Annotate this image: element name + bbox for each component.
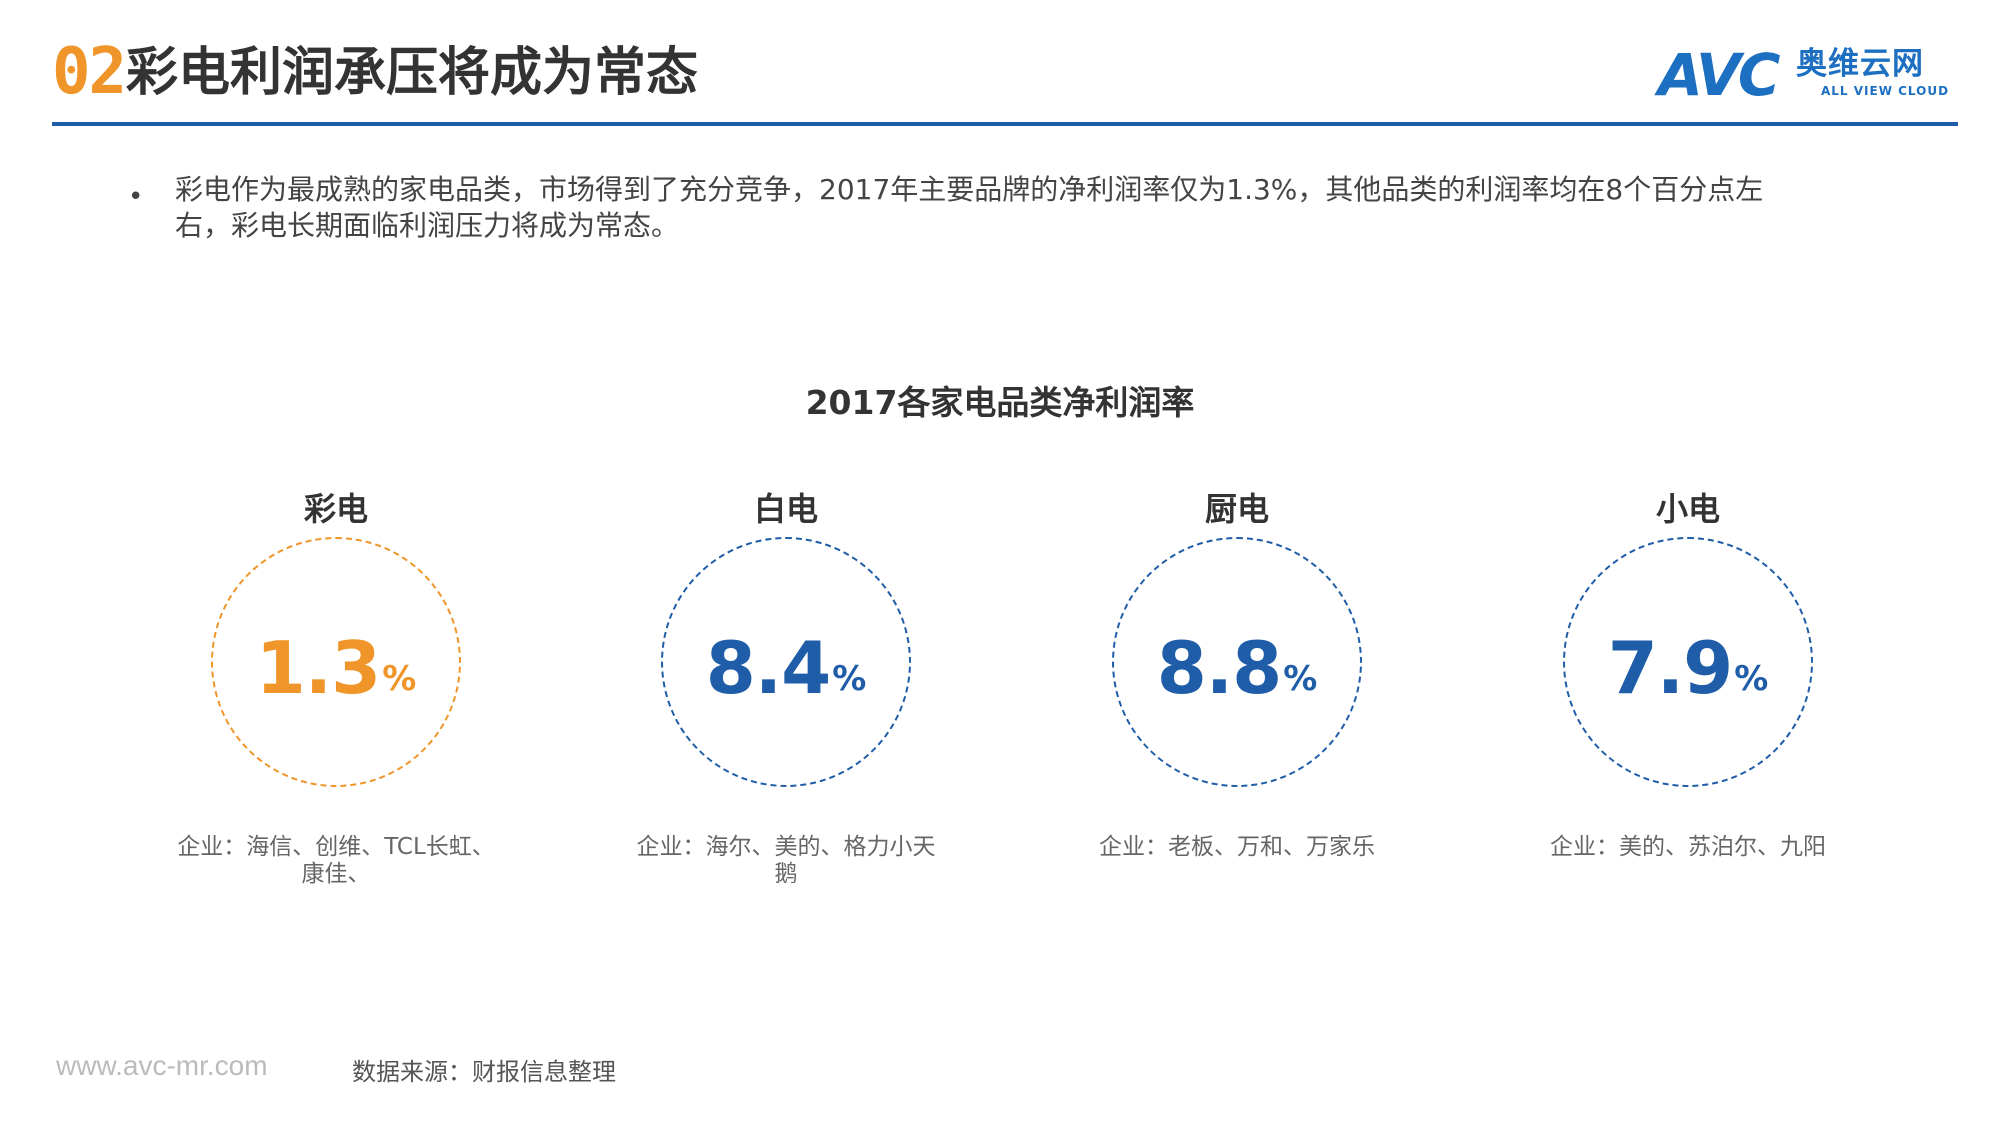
value-unit: % [1283, 659, 1318, 699]
value-unit: % [382, 659, 417, 699]
category-label: 白电 [753, 490, 818, 528]
value-ring: 8.8% [1112, 537, 1362, 787]
logo-mark: AVC [1658, 41, 1780, 109]
ring-value: 1.3% [213, 539, 459, 785]
value-number: 7.9 [1607, 626, 1734, 710]
avc-logo: AVC 奥维云网 ALL VIEW CLOUD [1658, 42, 1958, 108]
company-list: 企业：海尔、美的、格力小天鹅 [636, 834, 936, 887]
footer-source: 数据来源：财报信息整理 [352, 1058, 616, 1086]
ring-value: 7.9% [1565, 539, 1811, 785]
header-number: 02 [52, 35, 127, 109]
logo-name-cn: 奥维云网 [1796, 46, 1924, 82]
bullet-text: 彩电作为最成熟的家电品类，市场得到了充分竞争，2017年主要品牌的净利润率仅为1… [175, 173, 1764, 242]
ring-value: 8.4% [663, 539, 909, 785]
category-label: 厨电 [1204, 490, 1269, 528]
value-ring: 1.3% [211, 537, 461, 787]
bullet-dot-icon: • [128, 182, 144, 212]
chart-title: 2017各家电品类净利润率 [805, 383, 1195, 422]
company-list: 企业：老板、万和、万家乐 [1099, 834, 1375, 860]
header-divider [52, 122, 1958, 126]
value-number: 8.8 [1156, 626, 1283, 710]
company-list: 企业：海信、创维、TCL长虹、康佳、 [177, 834, 495, 887]
value-number: 8.4 [705, 626, 832, 710]
value-unit: % [1734, 659, 1769, 699]
footer-url: www.avc-mr.com [56, 1050, 268, 1081]
category-label: 彩电 [303, 490, 368, 528]
ring-value: 8.8% [1114, 539, 1360, 785]
company-list: 企业：美的、苏泊尔、九阳 [1550, 834, 1826, 860]
value-ring: 8.4% [661, 537, 911, 787]
value-unit: % [832, 659, 867, 699]
logo-name-en: ALL VIEW CLOUD [1821, 84, 1950, 98]
value-ring: 7.9% [1563, 537, 1813, 787]
page-title: 彩电利润承压将成为常态 [126, 43, 699, 103]
value-number: 1.3 [255, 626, 382, 710]
category-label: 小电 [1655, 490, 1720, 528]
